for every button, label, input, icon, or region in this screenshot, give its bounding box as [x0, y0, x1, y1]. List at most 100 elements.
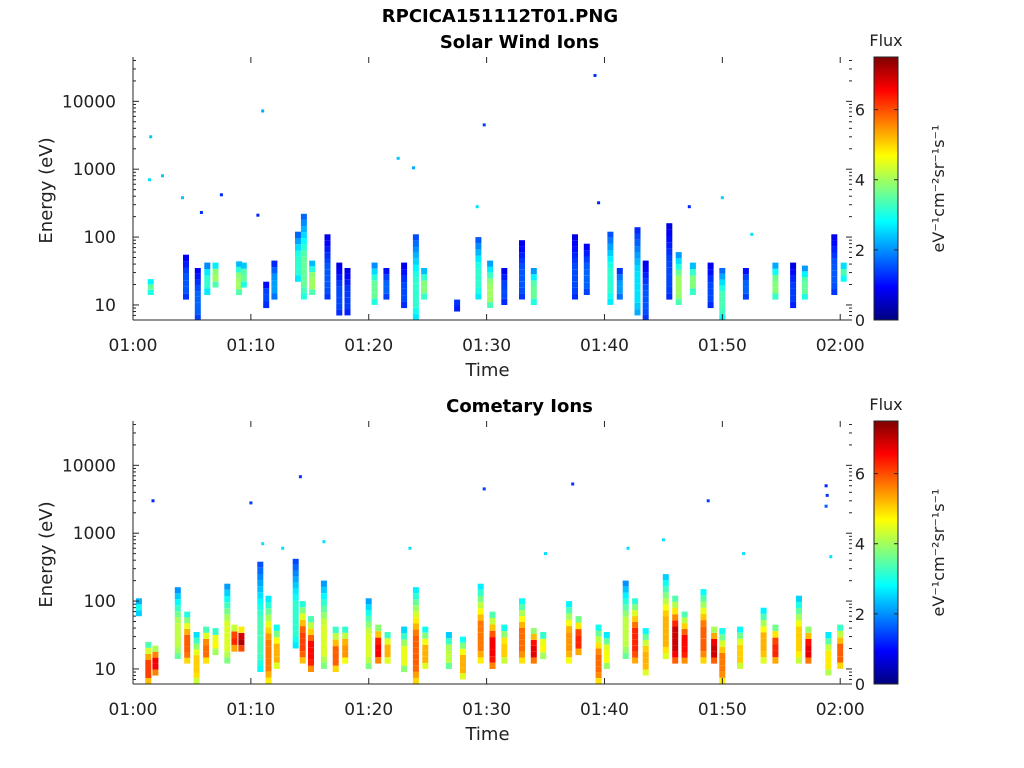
spectrogram-cell: [384, 644, 391, 651]
spectrogram-cell: [805, 657, 812, 664]
spectrogram-cell: [299, 638, 306, 645]
spectrogram-cell: [622, 653, 629, 659]
spectrogram-cell: [632, 598, 639, 605]
spectrogram-cell: [231, 631, 238, 639]
spectrogram-cell: [501, 298, 508, 305]
spectrogram-cell: [642, 266, 649, 273]
spectrogram-cell: [401, 275, 408, 283]
spectrogram-cell: [184, 652, 191, 658]
spectrogram-cell: [371, 262, 378, 269]
spectrogram-cell: [519, 263, 525, 270]
spectrogram-cell: [689, 262, 696, 270]
spectrogram-cell: [477, 614, 484, 621]
spectrogram-cell: [309, 283, 316, 290]
data-point: [482, 123, 486, 127]
spectrogram-cell: [790, 275, 797, 283]
spectrogram-cell: [737, 632, 743, 639]
spectrogram-cell: [622, 616, 629, 623]
spectrogram-cell: [344, 297, 351, 304]
spectrogram-cell: [324, 263, 331, 270]
spectrogram-cell: [147, 289, 154, 295]
spectrogram-cell: [265, 646, 272, 653]
spectrogram-cell: [344, 273, 351, 280]
spectrogram-cell: [145, 641, 152, 648]
spectrogram-cell: [672, 638, 679, 646]
spectrogram-cell: [595, 678, 602, 684]
spectrogram-cell: [257, 635, 264, 642]
spectrogram-cell: [566, 632, 573, 639]
spectrogram-cell: [666, 286, 673, 294]
spectrogram-cell: [224, 626, 231, 633]
spectrogram-cell: [292, 636, 299, 643]
spectrogram-cell: [257, 641, 264, 648]
data-point: [151, 499, 155, 503]
spectrogram-cell: [238, 645, 245, 652]
spectrogram-cell: [583, 275, 590, 283]
spectrogram-cell: [489, 624, 496, 631]
spectrogram-cell: [257, 598, 264, 605]
spectrogram-cell: [477, 602, 484, 609]
spectrogram-cell: [760, 620, 767, 627]
spectrogram-cell: [540, 652, 547, 660]
spectrogram-cell: [308, 622, 314, 629]
data-point: [824, 504, 828, 508]
data-point: [298, 475, 302, 479]
panel-cometary-ions: Cometary Ions 10 100 1000 10000 01:00 01:10 01:…: [36, 395, 948, 745]
spectrogram-cell: [193, 666, 200, 673]
spectrogram-cell: [642, 669, 649, 676]
spectrogram-cell: [336, 280, 343, 287]
spectrogram-cell: [572, 252, 578, 258]
spectrogram-cell: [796, 651, 802, 658]
y-tick-label: 1000: [73, 160, 116, 180]
spectrogram-cell: [662, 604, 669, 611]
spectrogram-cell: [634, 239, 641, 247]
spectrogram-cell: [805, 632, 812, 639]
spectrogram-cell: [666, 242, 673, 249]
spectrogram-cell: [240, 275, 247, 282]
spectrogram-cell: [412, 295, 419, 302]
spectrogram-cell: [320, 643, 327, 650]
spectrogram-cell: [422, 632, 429, 639]
spectrogram-cell: [324, 258, 331, 264]
colorbar-tick-label: 0: [855, 311, 865, 330]
spectrogram-cell: [595, 630, 602, 637]
spectrogram-cell: [489, 630, 496, 638]
spectrogram-cell: [412, 271, 419, 278]
spectrogram-cell: [700, 620, 707, 627]
spectrogram-cell: [292, 642, 299, 649]
spectrogram-cell: [460, 642, 466, 649]
spectrogram-cell: [632, 604, 639, 611]
spectrogram-cell: [412, 264, 419, 271]
spectrogram-cell: [422, 662, 429, 669]
y-tick-label: 10: [94, 660, 116, 680]
figure-title: RPCICA151112T01.PNG: [381, 6, 619, 27]
spectrogram-cell: [760, 638, 767, 645]
x-axis-label: Time: [464, 724, 509, 745]
spectrogram-cell: [324, 281, 331, 288]
spectrogram-cell: [257, 653, 264, 660]
panel-solar-wind-ions: Solar Wind Ions 10 100 1000 10000 01:00 01:10 0…: [36, 31, 948, 381]
spectrogram-cell: [324, 287, 331, 294]
spectrogram-cell: [772, 624, 779, 632]
spectrogram-cell: [183, 286, 189, 294]
spectrogram-cell: [412, 605, 419, 612]
spectrogram-cell: [299, 626, 306, 633]
spectrogram-cell: [622, 598, 629, 605]
spectrogram-cell: [760, 657, 767, 664]
spectrogram-cell: [236, 266, 243, 273]
spectrogram-cell: [194, 273, 201, 280]
spectrogram-cell: [719, 308, 726, 315]
spectrogram-cell: [412, 641, 419, 648]
spectrogram-cell: [707, 288, 714, 296]
spectrogram-cell: [583, 250, 590, 257]
spectrogram-cell: [519, 645, 525, 652]
spectrogram-cell: [519, 604, 525, 611]
spectrogram-cell: [257, 629, 264, 636]
spectrogram-cell: [401, 639, 408, 647]
spectrogram-cell: [383, 274, 390, 281]
spectrogram-cell: [299, 601, 306, 608]
spectrogram-cell: [174, 635, 181, 642]
spectrogram-cell: [320, 662, 327, 669]
spectrogram-cell: [308, 647, 314, 654]
spectrogram-cell: [365, 610, 372, 616]
